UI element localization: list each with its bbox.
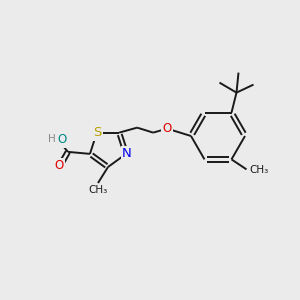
Text: O: O [57,134,67,146]
Text: O: O [54,159,64,172]
Text: CH₃: CH₃ [88,185,108,195]
Text: CH₃: CH₃ [250,165,269,176]
Text: O: O [163,122,172,135]
Text: S: S [93,126,101,139]
Text: H: H [48,134,56,144]
Text: N: N [122,147,132,161]
